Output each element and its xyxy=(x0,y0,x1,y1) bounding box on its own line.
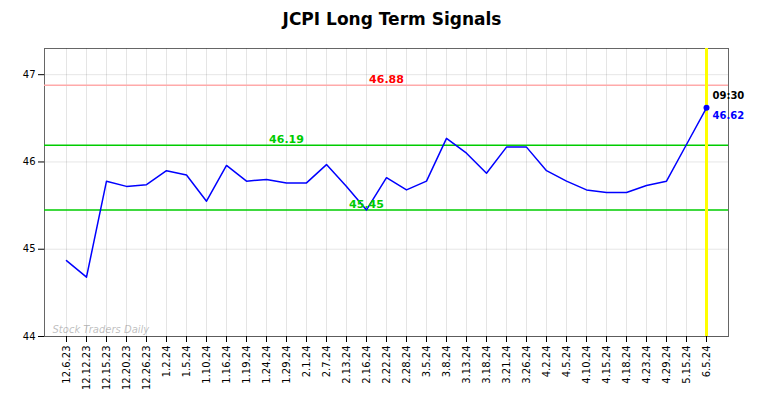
svg-text:1.24.24: 1.24.24 xyxy=(261,346,272,384)
svg-text:1.29.24: 1.29.24 xyxy=(281,346,292,384)
svg-text:46.88: 46.88 xyxy=(369,73,404,86)
html-text:JCPI Long Term Signals: JCPI Long Term Signals xyxy=(282,9,502,29)
svg-text:2.7.24: 2.7.24 xyxy=(321,346,332,378)
svg-text:45: 45 xyxy=(23,243,36,254)
svg-text:3.8.24: 3.8.24 xyxy=(441,346,452,378)
svg-text:4.2.24: 4.2.24 xyxy=(541,346,552,378)
svg-text:2.22.24: 2.22.24 xyxy=(381,346,392,384)
svg-text:6.5.24: 6.5.24 xyxy=(701,346,712,378)
svg-text:4.18.24: 4.18.24 xyxy=(621,346,632,384)
svg-text:2.16.24: 2.16.24 xyxy=(361,346,372,384)
svg-text:3.13.24: 3.13.24 xyxy=(461,346,472,384)
svg-text:1.16.24: 1.16.24 xyxy=(221,346,232,384)
svg-text:44: 44 xyxy=(23,331,36,342)
svg-text:12.15.23: 12.15.23 xyxy=(101,346,112,391)
svg-text:1.5.24: 1.5.24 xyxy=(181,346,192,378)
svg-text:12.12.23: 12.12.23 xyxy=(81,346,92,391)
svg-text:2.13.24: 2.13.24 xyxy=(341,346,352,384)
svg-text:46: 46 xyxy=(23,156,36,167)
svg-text:3.21.24: 3.21.24 xyxy=(501,346,512,384)
svg-text:1.10.24: 1.10.24 xyxy=(201,346,212,384)
svg-text:47: 47 xyxy=(23,69,36,80)
svg-text:3.18.24: 3.18.24 xyxy=(481,346,492,384)
svg-text:2.1.24: 2.1.24 xyxy=(301,346,312,378)
svg-text:5.15.24: 5.15.24 xyxy=(681,346,692,384)
svg-text:46.19: 46.19 xyxy=(269,133,304,146)
svg-text:2.28.24: 2.28.24 xyxy=(401,346,412,384)
svg-text:3.26.24: 3.26.24 xyxy=(521,346,532,384)
svg-text:4.15.24: 4.15.24 xyxy=(601,346,612,384)
svg-text:46.62: 46.62 xyxy=(713,110,745,121)
svg-text:12.6.23: 12.6.23 xyxy=(61,346,72,384)
svg-text:12.20.23: 12.20.23 xyxy=(121,346,132,391)
svg-text:Stock Traders Daily: Stock Traders Daily xyxy=(53,324,151,335)
svg-text:1.19.24: 1.19.24 xyxy=(241,346,252,384)
svg-text:4.5.24: 4.5.24 xyxy=(561,346,572,378)
svg-text:12.26.23: 12.26.23 xyxy=(141,346,152,391)
svg-text:4.10.24: 4.10.24 xyxy=(581,346,592,384)
svg-text:1.2.24: 1.2.24 xyxy=(161,346,172,378)
svg-text:4.23.24: 4.23.24 xyxy=(641,346,652,384)
svg-text:45.45: 45.45 xyxy=(349,198,384,211)
svg-text:3.5.24: 3.5.24 xyxy=(421,346,432,378)
svg-text:4.29.24: 4.29.24 xyxy=(661,346,672,384)
svg-text:09:30: 09:30 xyxy=(713,90,745,101)
